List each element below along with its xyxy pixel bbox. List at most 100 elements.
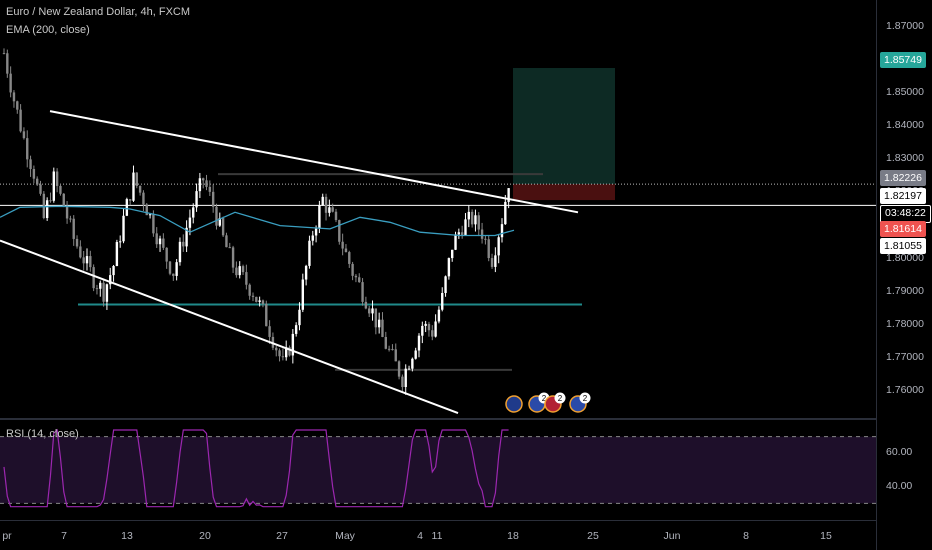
candle[interactable] (321, 196, 324, 206)
candle[interactable] (331, 207, 334, 212)
candle[interactable] (351, 263, 354, 276)
candle[interactable] (2, 53, 6, 55)
candle[interactable] (467, 211, 470, 220)
candle[interactable] (457, 232, 461, 235)
candle[interactable] (288, 347, 291, 356)
loss-zone[interactable] (513, 184, 615, 201)
candle[interactable] (185, 227, 188, 247)
candle[interactable] (22, 131, 26, 139)
candle[interactable] (500, 224, 504, 238)
candle[interactable] (225, 235, 228, 248)
candle[interactable] (275, 347, 278, 351)
candle[interactable] (59, 185, 62, 194)
candle[interactable] (358, 277, 361, 283)
candle[interactable] (354, 275, 358, 278)
candle[interactable] (178, 241, 182, 263)
candle[interactable] (437, 309, 441, 322)
eu-flag-icon[interactable]: 2 (528, 392, 550, 413)
candle[interactable] (235, 267, 238, 276)
candle[interactable] (6, 53, 9, 74)
candle[interactable] (464, 219, 467, 236)
candle[interactable] (447, 258, 451, 277)
candle[interactable] (348, 252, 351, 264)
candle[interactable] (477, 215, 480, 230)
candle[interactable] (314, 228, 318, 236)
candle[interactable] (55, 171, 59, 186)
candle[interactable] (122, 215, 125, 242)
candle[interactable] (474, 215, 477, 225)
price-pane[interactable]: 2 2 2 (0, 48, 876, 414)
candle[interactable] (238, 266, 241, 276)
candle[interactable] (304, 265, 308, 280)
candle[interactable] (258, 300, 261, 302)
candle[interactable] (168, 261, 172, 274)
candle[interactable] (341, 241, 344, 249)
rsi-line[interactable] (3, 428, 509, 508)
candle[interactable] (490, 258, 494, 267)
candle[interactable] (36, 178, 39, 185)
candle[interactable] (487, 239, 490, 259)
candle[interactable] (404, 368, 407, 388)
candle[interactable] (374, 308, 378, 328)
candle[interactable] (324, 196, 328, 213)
candle[interactable] (311, 235, 314, 241)
candle[interactable] (115, 242, 119, 267)
profit-zone[interactable] (513, 68, 615, 185)
candle[interactable] (16, 101, 19, 110)
candle[interactable] (285, 347, 288, 358)
candle[interactable] (155, 233, 158, 245)
candle[interactable] (294, 325, 298, 334)
candle[interactable] (82, 257, 85, 264)
candle[interactable] (255, 296, 258, 302)
candle[interactable] (265, 303, 268, 327)
candle[interactable] (421, 325, 424, 336)
candle[interactable] (344, 248, 348, 253)
candle[interactable] (431, 330, 434, 337)
candle[interactable] (281, 356, 285, 358)
candle[interactable] (384, 336, 387, 349)
candle[interactable] (397, 361, 401, 377)
candle[interactable] (75, 238, 79, 247)
candle[interactable] (394, 349, 397, 362)
candle[interactable] (12, 92, 16, 102)
candle[interactable] (99, 282, 102, 289)
candle[interactable] (109, 275, 112, 285)
ema-legend[interactable]: EMA (200, close) (6, 24, 90, 36)
candle[interactable] (172, 273, 175, 276)
us-flag-icon[interactable]: 2 (544, 392, 566, 413)
candle[interactable] (65, 206, 69, 219)
candle[interactable] (381, 319, 384, 337)
candle[interactable] (198, 178, 202, 192)
candle[interactable] (241, 266, 245, 273)
candle[interactable] (444, 276, 447, 293)
candle[interactable] (62, 193, 65, 207)
candle[interactable] (128, 199, 132, 201)
candle[interactable] (334, 211, 338, 221)
candle[interactable] (135, 172, 138, 186)
candle[interactable] (105, 284, 109, 302)
candle[interactable] (371, 308, 374, 314)
candle[interactable] (39, 184, 42, 194)
candle[interactable] (175, 262, 178, 276)
candle[interactable] (132, 172, 135, 201)
candle[interactable] (145, 204, 148, 216)
candle[interactable] (361, 282, 364, 302)
candle[interactable] (368, 308, 371, 314)
candle[interactable] (387, 348, 391, 350)
candle[interactable] (162, 238, 165, 248)
candle[interactable] (318, 205, 321, 229)
ema-200-line[interactable] (0, 205, 515, 237)
candle[interactable] (460, 232, 464, 236)
candle[interactable] (188, 217, 192, 228)
channel-upper-line[interactable] (49, 110, 579, 214)
pane-divider[interactable] (0, 418, 876, 420)
candle[interactable] (9, 73, 12, 93)
candle[interactable] (507, 188, 510, 202)
candle[interactable] (119, 241, 122, 243)
candle[interactable] (278, 350, 281, 357)
candle[interactable] (218, 218, 221, 226)
candle[interactable] (298, 309, 301, 326)
candle[interactable] (391, 349, 394, 351)
channel-lower-line[interactable] (0, 239, 459, 414)
